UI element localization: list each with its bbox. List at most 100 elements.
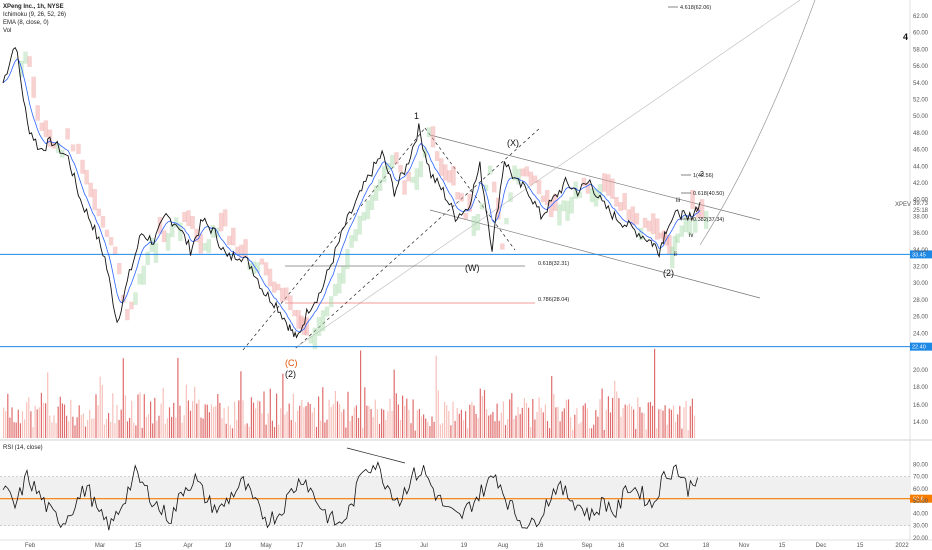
time-tick-label: 15 [779,543,786,549]
volume-bar [538,397,540,438]
time-tick-label: 17 [297,543,304,549]
volume-bar [51,422,53,438]
fib-extension-guide [294,0,801,349]
volume-bar [28,397,30,438]
volume-bar [263,391,265,438]
cloud-segment [536,180,542,195]
volume-bar [278,424,280,438]
cloud-segment [231,227,236,246]
volume-bar [57,406,59,438]
cloud-segment [638,227,644,241]
price-tick-label: 40.00 [913,198,929,204]
volume-bar [19,423,21,438]
volume-bar [164,423,166,438]
volume-bar [456,408,458,438]
volume-bar [355,405,357,438]
volume-bar [181,422,183,438]
volume-bar [110,421,112,438]
volume-bar [496,403,498,438]
volume-bar [395,393,397,438]
volume-bar [633,409,635,438]
cloud-segment [381,166,387,183]
volume-bar [620,416,622,438]
volume-bar [509,399,511,438]
cloud-segment [70,144,76,152]
cloud-segment [84,169,89,185]
volume-bar [108,413,110,438]
volume-bar [431,416,433,438]
cloud-segment [353,229,358,242]
cloud-segment [129,301,134,310]
volume-bar [189,410,192,438]
volume-bar [240,371,242,438]
volume-bar [643,413,645,438]
cloud-segment [610,178,615,199]
volume-bar [183,415,185,438]
volume-bar [236,419,238,438]
volume-bar [614,380,616,438]
cloud-segment [516,168,521,185]
cloud-segment [112,246,118,255]
volume-bar [313,407,315,438]
volume-bar [24,419,26,438]
cloud-segment [365,200,371,220]
cloud-segment [304,317,309,336]
cloud-segment [316,317,322,336]
cloud-segment [104,229,110,237]
volume-bar [462,420,465,438]
volume-bar [641,412,643,438]
wave-label-2-small: 2 [700,171,704,178]
fib-level-label: 0.618(32.31) [538,261,569,267]
volume-bar [252,402,255,438]
cloud-segment [247,262,252,270]
volume-bar [87,420,89,438]
volume-bar [248,426,250,438]
volume-bar [555,407,557,438]
volume-bar [618,398,620,438]
volume-bar [93,418,95,438]
volume-bar [303,407,305,438]
symbol-label: XPEV [895,202,911,208]
cloud-segment [51,142,57,149]
price-tick-label: 58.00 [913,47,929,53]
rsi-tick-label: 20.00 [913,536,929,542]
fib-level-label: 0.786(28.04) [538,297,569,303]
time-tick-label: 15 [375,543,382,549]
volume-bar [76,417,78,438]
cloud-segment [39,122,45,131]
volume-bar [305,406,307,438]
volume-bar [433,421,435,438]
volume-bar [656,428,658,438]
volume-bar [374,399,376,438]
volume-bar [273,427,276,438]
volume-bar [534,419,536,438]
cloud-segment [43,120,49,138]
volume-bar [662,410,664,438]
volume-bar [654,348,656,438]
volume-bar [124,395,126,438]
volume-bar [72,416,74,438]
price-tick-label: 28.00 [913,298,929,304]
volume-bar [481,395,483,438]
time-tick-label: 15 [857,543,864,549]
volume-bar [425,418,427,438]
cloud-segment [479,203,485,210]
rsi-tick-label: 50.00 [913,499,929,505]
volume-bar [513,419,515,438]
cloud-segment [133,292,138,305]
volume-bar [334,390,336,438]
volume-bar [364,387,366,438]
volume-bar [353,407,355,438]
descending-channel-upper [429,134,761,221]
volume-bar [500,412,502,438]
price-tick-label: 54.00 [913,81,929,87]
cloud-segment [602,173,607,192]
volume-bar [74,425,76,438]
volume-bar [677,414,679,438]
volume-bar [89,409,91,438]
volume-bar [292,393,294,438]
volume-bar [637,397,639,438]
volume-bar [351,415,353,438]
volume-bar [244,424,246,438]
cloud-segment [390,154,395,169]
